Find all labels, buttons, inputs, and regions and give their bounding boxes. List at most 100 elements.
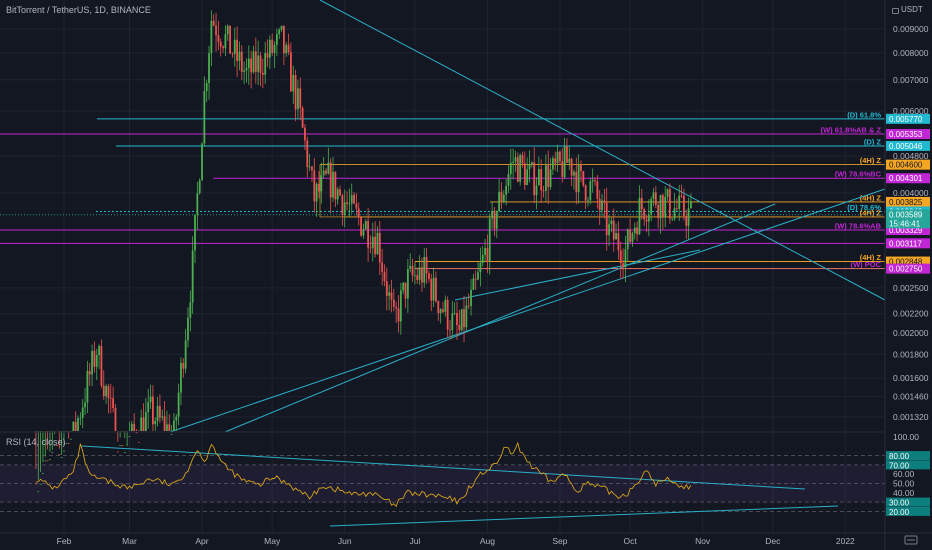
candle-body [301, 107, 304, 128]
candle-body [612, 220, 615, 240]
candle-body [664, 196, 667, 218]
candle-body [675, 208, 678, 210]
candle-body [84, 402, 86, 408]
rsi-legend[interactable]: RSI (14, close) [6, 437, 66, 447]
candle-body [42, 473, 44, 474]
candle-body [79, 418, 82, 419]
candle-body [322, 170, 325, 176]
candle-body [180, 362, 182, 393]
candle-body [378, 232, 381, 263]
candle-body [175, 416, 178, 421]
candle-body [470, 289, 472, 306]
candle-body [327, 162, 330, 174]
candle-body [147, 402, 150, 413]
candle-body [556, 151, 559, 164]
candle-body [304, 127, 306, 141]
candle-body [254, 51, 257, 72]
candle-body [273, 44, 276, 53]
candle-body [521, 155, 524, 164]
candle-body [238, 51, 241, 61]
candle-body [166, 424, 168, 431]
candle-body [187, 317, 189, 341]
current-price-badge-bg [886, 209, 930, 229]
rsi-band-area [0, 455, 885, 512]
symbol-legend[interactable]: BitTorrent / TetherUS, 1D, BINANCE [6, 5, 151, 15]
trendline [329, 505, 839, 527]
level-label: (D) Z [864, 137, 881, 146]
candle-body [437, 301, 440, 314]
candle-body [133, 423, 136, 431]
candle-body [573, 171, 575, 176]
candle-body [516, 157, 519, 182]
level-label: (D) 61.8% [847, 110, 881, 119]
candle-body [271, 39, 274, 53]
candle-body [290, 52, 292, 92]
candle-body [530, 162, 533, 165]
candle-body [668, 189, 671, 219]
candle-body [336, 189, 339, 200]
candle-body [130, 423, 133, 431]
candle-body [467, 305, 470, 307]
candle-series [35, 10, 692, 493]
candle-body [189, 302, 192, 318]
candle-body [498, 191, 501, 212]
candle-body [409, 266, 412, 269]
candle-body [224, 34, 227, 49]
time-tick-label: Aug [480, 536, 495, 546]
candle-body [364, 221, 367, 230]
level-label: (4H) Z [860, 193, 882, 202]
level-label: (4H) Z [860, 208, 882, 217]
candle-body [411, 266, 414, 276]
candle-body [523, 163, 526, 186]
rsi-tick-label: 50.00 [893, 479, 915, 489]
candle-body [582, 170, 585, 186]
level-price-badge-bg [886, 238, 930, 249]
candle-body [39, 483, 42, 485]
time-tick-label: May [264, 536, 281, 546]
candle-body [320, 175, 323, 192]
level-price-badge-bg [886, 159, 930, 170]
candle-body [259, 55, 262, 73]
candle-body [121, 445, 124, 447]
time-tick-label: Dec [765, 536, 781, 546]
candle-body [610, 220, 613, 225]
currency-label[interactable]: USDT [892, 5, 923, 14]
candle-body [680, 195, 683, 197]
candle-body [507, 173, 510, 186]
candle-body [591, 180, 594, 182]
candle-body [540, 169, 543, 191]
level-price-badge-bg [886, 173, 930, 184]
candle-body [654, 192, 657, 206]
candle-body [626, 229, 629, 250]
candle-body [428, 273, 430, 280]
candle-body [638, 197, 641, 235]
candle-body [477, 272, 479, 280]
candle-body [217, 35, 220, 42]
candle-body [275, 34, 278, 45]
candle-body [502, 194, 505, 203]
candle-body [453, 313, 456, 314]
candle-body [203, 90, 206, 144]
candle-body [210, 20, 213, 54]
candle-body [297, 88, 299, 110]
candle-body [70, 438, 72, 440]
candle-body [392, 299, 395, 307]
candle-body [243, 70, 246, 72]
level-label: (W) 78.6%BC [835, 170, 882, 179]
level-price-badge-text: 0.005353 [889, 130, 923, 139]
candle-body [418, 267, 421, 280]
candle-body [287, 44, 290, 53]
settings-icon[interactable] [904, 535, 918, 545]
candle-body [77, 418, 79, 431]
candle-body [95, 355, 98, 367]
candle-body [552, 158, 554, 170]
time-tick-label: Oct [623, 536, 637, 546]
candle-body [425, 256, 428, 274]
candle-body [629, 229, 632, 242]
candle-body [619, 250, 622, 264]
candle-body [652, 192, 655, 199]
time-tick-label: 2022 [836, 536, 855, 546]
candle-body [226, 25, 229, 35]
